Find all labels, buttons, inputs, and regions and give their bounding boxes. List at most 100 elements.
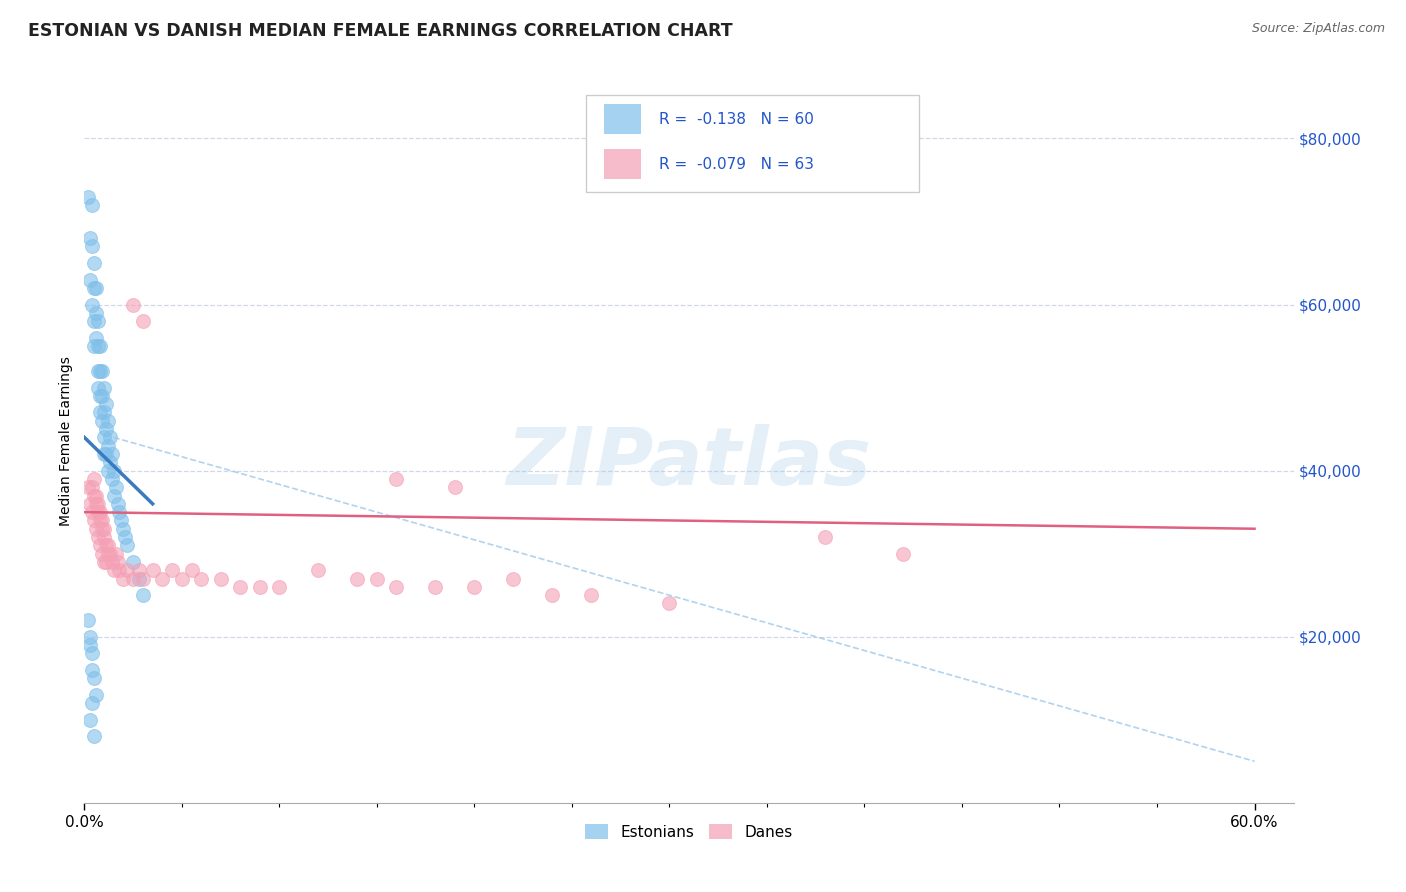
Point (93, 555, 115, 569)
Point (83, 472, 105, 486)
Point (112, 572, 135, 586)
Point (893, 547, 915, 561)
Point (79, 630, 101, 644)
Point (385, 472, 408, 486)
Point (444, 480, 467, 494)
Point (83, 281, 105, 295)
Point (79, 713, 101, 727)
Bar (605, 104, 641, 135)
Point (93, 405, 115, 419)
Point (90, 522, 112, 536)
Point (89, 405, 111, 419)
Text: Source: ZipAtlas.com: Source: ZipAtlas.com (1251, 22, 1385, 36)
Point (128, 572, 150, 586)
Point (87, 364, 110, 378)
Point (84, 688, 107, 702)
Point (84, 306, 107, 320)
Point (97, 464, 120, 478)
Point (541, 588, 564, 602)
Point (79, 272, 101, 286)
Point (77, 480, 100, 494)
Point (93, 522, 115, 536)
Point (122, 555, 145, 569)
Point (97, 547, 120, 561)
Point (77, 613, 100, 627)
Point (307, 563, 329, 577)
Point (84, 331, 107, 345)
Point (87, 380, 110, 394)
Point (103, 563, 125, 577)
Point (82, 297, 104, 311)
Point (87, 497, 110, 511)
Point (142, 563, 165, 577)
Point (581, 588, 603, 602)
Point (122, 572, 145, 586)
Point (79, 231, 101, 245)
Point (117, 538, 139, 552)
Text: ZIPatlas: ZIPatlas (506, 425, 872, 502)
Point (82, 663, 104, 677)
Point (93, 447, 115, 461)
Point (83, 730, 105, 744)
Point (90, 414, 112, 428)
Point (98, 455, 121, 469)
Point (83, 489, 105, 503)
Point (90, 547, 112, 561)
Point (83, 671, 105, 685)
Point (89, 364, 111, 378)
Text: R =  -0.138   N = 60: R = -0.138 N = 60 (659, 112, 814, 127)
Text: ESTONIAN VS DANISH MEDIAN FEMALE EARNINGS CORRELATION CHART: ESTONIAN VS DANISH MEDIAN FEMALE EARNING… (28, 22, 733, 40)
Point (94, 555, 117, 569)
Point (150, 572, 173, 586)
Point (170, 572, 193, 586)
Point (84, 522, 107, 536)
Point (658, 597, 681, 611)
Point (90, 364, 112, 378)
Point (104, 480, 127, 494)
Point (89, 505, 111, 519)
Point (107, 555, 129, 569)
Point (132, 572, 155, 586)
Point (84, 281, 107, 295)
Point (502, 572, 524, 586)
Point (209, 572, 232, 586)
Point (108, 563, 131, 577)
Point (83, 339, 105, 353)
Point (97, 439, 120, 453)
Point (385, 580, 408, 594)
Point (82, 480, 104, 494)
Point (425, 580, 447, 594)
Point (100, 447, 122, 461)
Point (108, 505, 131, 519)
Point (90, 513, 112, 527)
Point (82, 505, 104, 519)
Point (463, 580, 485, 594)
Point (114, 530, 136, 544)
Point (100, 555, 122, 569)
Point (94, 447, 117, 461)
Point (94, 538, 117, 552)
Point (112, 522, 135, 536)
Point (100, 472, 122, 486)
Point (87, 339, 110, 353)
Point (89, 538, 111, 552)
Point (77, 189, 100, 203)
Point (89, 339, 111, 353)
Point (87, 314, 110, 328)
Point (249, 580, 271, 594)
Point (97, 538, 120, 552)
Text: R =  -0.079   N = 63: R = -0.079 N = 63 (659, 157, 814, 171)
Point (87, 505, 110, 519)
Point (104, 547, 127, 561)
Point (83, 314, 105, 328)
Point (346, 572, 368, 586)
Point (93, 380, 115, 394)
Point (98, 430, 121, 444)
Point (94, 397, 117, 411)
Point (117, 563, 139, 577)
Point (83, 513, 105, 527)
Point (90, 389, 112, 403)
Point (87, 530, 110, 544)
Point (180, 563, 202, 577)
Point (82, 696, 104, 710)
